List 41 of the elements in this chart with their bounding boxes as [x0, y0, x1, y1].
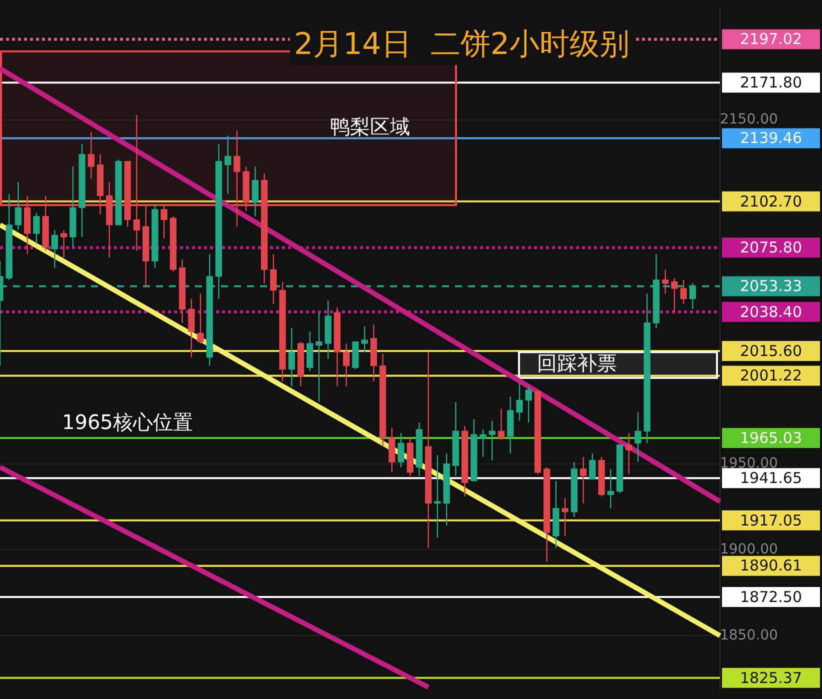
candlestick: [115, 159, 122, 226]
ref-line-label: 1917.05: [740, 511, 802, 530]
candlestick: [671, 278, 678, 314]
ref-line-label: 2015.60: [740, 342, 802, 360]
ref-line-label: 2139.46: [740, 129, 802, 148]
candlestick: [598, 456, 605, 498]
ref-line-label: 2197.02: [740, 30, 802, 48]
ref-line-label: 2053.33: [740, 277, 802, 296]
ref-line-label: 1890.61: [740, 556, 802, 575]
candlestick: [434, 454, 441, 538]
candlestick: [78, 144, 86, 238]
ref-line-label: 1825.37: [740, 668, 802, 687]
y-tick-label: 1850.00: [720, 627, 778, 644]
candlestick: [680, 279, 687, 305]
candlestick: [242, 166, 250, 212]
annotation: 1965核心位置: [62, 410, 193, 434]
ref-line-label: 2038.40: [740, 302, 802, 321]
candlestick: [470, 418, 478, 482]
y-tick-label: 1900.00: [720, 541, 778, 558]
candlestick: [42, 195, 49, 252]
y-tick-label: 1950.00: [720, 455, 778, 472]
ref-line-label: 1941.65: [740, 469, 802, 488]
candlestick: [152, 204, 158, 268]
ref-line-label: 2102.70: [740, 192, 802, 210]
ref-line-label: 2075.80: [740, 238, 802, 256]
ref-line-label: 2001.22: [740, 366, 802, 385]
ref-line-label: 1965.03: [740, 428, 802, 447]
candlestick: [160, 205, 168, 240]
candlestick: [361, 326, 368, 353]
band-label: 鸭梨区域: [330, 114, 410, 138]
ref-line-label: 1872.50: [740, 588, 802, 606]
text: 2月14日 二饼2小时级别: [290, 24, 634, 65]
candlestick: [279, 281, 286, 382]
candlestick: [480, 428, 486, 458]
candlestick: [552, 480, 560, 549]
candlestick: [33, 212, 40, 244]
y-tick-label: 2150.00: [720, 112, 778, 128]
candlestick: [352, 341, 359, 370]
candlestick: [398, 432, 404, 468]
ref-line-label: 2171.80: [740, 74, 802, 92]
band-label: 回踩补票: [537, 351, 617, 376]
